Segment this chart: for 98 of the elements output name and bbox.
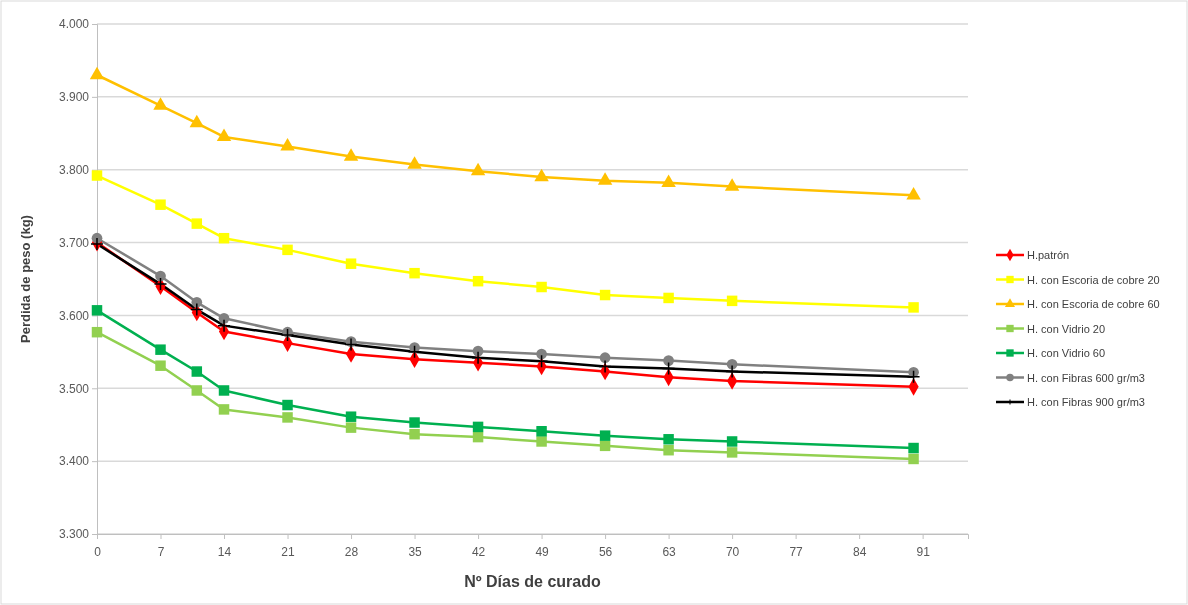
point (155, 344, 166, 355)
x-tick-label: 0 (94, 545, 102, 560)
y-tick-label: 3.400 (58, 454, 90, 469)
point (906, 186, 921, 200)
point (345, 422, 357, 433)
point (663, 292, 674, 304)
point (216, 128, 232, 142)
y-tick-label: 3.900 (58, 90, 90, 105)
point (91, 170, 103, 181)
point (906, 369, 921, 384)
point (189, 114, 205, 128)
point (345, 411, 357, 422)
point (217, 318, 231, 333)
point (89, 66, 105, 80)
point (407, 345, 422, 359)
point (218, 385, 230, 396)
legend-label: H. con Escoria de cobre 60 (1027, 298, 1160, 310)
legend-label: H. con Fibras 900 gr/m3 (1027, 396, 1145, 408)
point (153, 277, 168, 291)
point (598, 359, 612, 374)
legend-label: H. con Fibras 600 gr/m3 (1027, 371, 1145, 384)
legend-label: H.patrón (1027, 249, 1070, 261)
point (472, 275, 484, 287)
x-tick-label: 91 (916, 545, 931, 560)
point (663, 355, 674, 366)
x-tick-label: 21 (281, 545, 296, 560)
point (599, 289, 611, 301)
y-tick-label: 4.000 (58, 17, 90, 32)
x-tick-label: 42 (471, 545, 486, 560)
point (599, 430, 611, 441)
point (536, 348, 547, 360)
point (726, 436, 738, 447)
point (153, 97, 168, 110)
point (90, 237, 104, 251)
point (663, 444, 674, 456)
point (91, 305, 103, 316)
point (409, 428, 420, 440)
y-axis-title: Perdida de peso (kg) (18, 215, 33, 343)
y-tick-label: 3.500 (58, 381, 90, 396)
point (536, 281, 547, 293)
point (472, 431, 484, 443)
point (155, 270, 166, 282)
point (661, 361, 676, 376)
point (282, 412, 293, 423)
point (191, 385, 203, 396)
y-tick-label: 3.800 (58, 163, 90, 178)
point (218, 232, 230, 244)
y-tick-label: 3.700 (58, 235, 90, 250)
x-tick-label: 14 (217, 545, 232, 560)
x-tick-label: 84 (852, 545, 867, 560)
x-tick-label: 77 (789, 545, 804, 560)
x-tick-label: 70 (725, 545, 740, 560)
point (282, 399, 293, 411)
point (218, 404, 230, 415)
x-axis-title: Nº Días de curado (464, 573, 601, 590)
point (470, 162, 486, 176)
point (599, 352, 611, 364)
x-tick-label: 63 (662, 545, 677, 560)
point (344, 337, 358, 352)
point (597, 172, 613, 185)
point (536, 436, 547, 447)
x-tick-label: 7 (157, 545, 165, 560)
point (472, 421, 484, 433)
x-tick-label: 49 (535, 545, 550, 560)
point (190, 302, 204, 317)
point (908, 302, 919, 313)
point (345, 258, 357, 269)
point (534, 168, 549, 182)
point (343, 148, 359, 161)
point (155, 199, 166, 210)
point (280, 138, 295, 151)
point (725, 364, 739, 379)
legend-label: H. con Vidrio 20 (1027, 322, 1106, 335)
point (191, 366, 203, 377)
x-tick-label: 35 (408, 545, 423, 560)
point (663, 434, 674, 445)
legend-label: H. con Vidrio 60 (1027, 347, 1106, 359)
point (407, 156, 422, 169)
point (599, 440, 611, 452)
point (155, 360, 166, 371)
point (726, 295, 738, 307)
point (724, 178, 740, 191)
x-tick-label: 28 (344, 545, 359, 560)
point (409, 417, 420, 428)
point (191, 218, 203, 229)
point (280, 328, 295, 342)
point (908, 442, 919, 454)
point (726, 447, 738, 458)
y-tick-label: 3.600 (58, 308, 90, 323)
point (409, 267, 420, 279)
point (282, 244, 293, 256)
legend-label: H. con Escoria de cobre 20 (1027, 273, 1160, 286)
point (661, 174, 676, 187)
point (536, 426, 547, 437)
y-tick-label: 3.300 (58, 527, 90, 542)
point (908, 453, 919, 465)
x-tick-label: 56 (598, 545, 613, 560)
point (91, 326, 103, 338)
